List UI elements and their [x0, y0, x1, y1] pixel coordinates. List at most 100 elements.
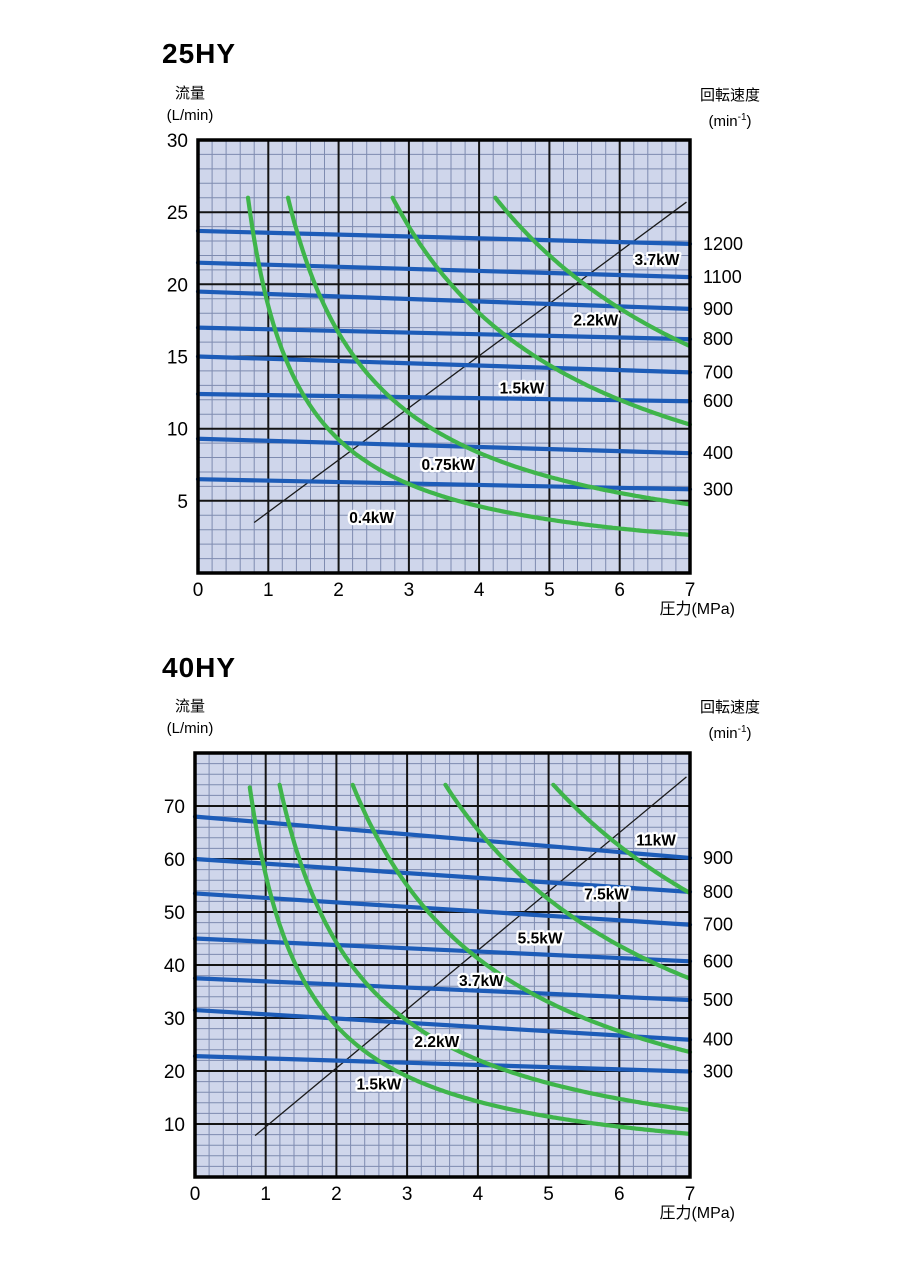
- y-tick-label-30: 30: [164, 1009, 185, 1030]
- flow-line-1100: [195, 260, 693, 280]
- power-label-0.75kW: 0.75kW: [422, 457, 476, 474]
- x-tick-label-0: 0: [190, 1184, 201, 1205]
- flow-line-800: [192, 856, 693, 894]
- right-axis-value-800: 800: [703, 329, 733, 349]
- flow-line-300: [192, 1054, 693, 1074]
- x-tick-label-6: 6: [614, 1184, 625, 1205]
- right-axis-value-400: 400: [703, 1030, 733, 1050]
- right-axis-title: 回転速度 (min-1): [680, 697, 780, 745]
- y-tick-label-25: 25: [167, 203, 188, 224]
- right-axis-title-line1: 回転速度: [699, 699, 760, 716]
- power-label-3.7kW: 3.7kW: [459, 973, 504, 990]
- y-axis-title-line2: (L/min): [166, 107, 214, 124]
- right-axis-value-400: 400: [703, 443, 733, 463]
- y-tick-label-20: 20: [164, 1062, 185, 1083]
- flow-line-900: [192, 814, 693, 861]
- power-label-2.2kW: 2.2kW: [573, 312, 618, 329]
- diagonal-line: [253, 201, 687, 524]
- power-curve-3.7kW: [350, 782, 693, 1055]
- major-grid: [195, 753, 690, 1177]
- plot-frame: [193, 751, 692, 1179]
- x-tick-label-5: 5: [544, 580, 555, 601]
- right-axis-value-300: 300: [703, 479, 733, 499]
- power-curve-2.2kW: [277, 782, 692, 1112]
- power-label-11kW: 11kW: [636, 832, 676, 849]
- x-tick-label-0: 0: [193, 580, 204, 601]
- right-axis-unit-open: (min: [708, 113, 738, 130]
- y-tick-label-15: 15: [167, 348, 188, 369]
- right-axis-value-600: 600: [703, 391, 733, 411]
- x-tick-label-3: 3: [402, 1184, 413, 1205]
- chart-title-40hy: 40HY: [162, 652, 237, 683]
- flow-line-500: [192, 976, 693, 1003]
- power-label-1.5kW: 1.5kW: [500, 380, 545, 397]
- right-axis-title-line2: (min-1): [680, 719, 780, 745]
- x-tick-label-4: 4: [473, 1184, 484, 1205]
- right-axis-title-line2: (min-1): [680, 107, 780, 133]
- plot-frame: [196, 138, 692, 575]
- y-tick-label-5: 5: [177, 492, 188, 513]
- power-curve-0.75kW: [285, 195, 691, 507]
- y-axis-title: 流量 (L/min): [146, 696, 234, 740]
- flow-line-300: [195, 477, 693, 492]
- right-axis-title-line1: 回転速度: [699, 87, 760, 104]
- right-axis-title: 回転速度 (min-1): [680, 85, 780, 133]
- right-axis-value-800: 800: [703, 882, 733, 902]
- y-axis-title-line1: 流量: [174, 698, 205, 715]
- flow-line-600: [192, 936, 693, 964]
- x-tick-label-7: 7: [685, 1184, 696, 1205]
- right-axis-value-600: 600: [703, 951, 733, 971]
- flow-line-400: [192, 1007, 693, 1042]
- y-tick-label-10: 10: [164, 1115, 185, 1136]
- power-label-0.4kW: 0.4kW: [349, 510, 394, 527]
- y-axis-title-line2: (L/min): [166, 720, 214, 737]
- power-curve-1.5kW: [390, 195, 692, 427]
- right-axis-unit-close: ): [746, 113, 752, 130]
- flow-line-700: [192, 891, 693, 927]
- y-tick-label-40: 40: [164, 956, 185, 977]
- right-axis-value-900: 900: [703, 848, 733, 868]
- flow-line-800: [195, 325, 693, 342]
- power-curve-1.5kW: [247, 785, 692, 1136]
- power-label-2.2kW: 2.2kW: [414, 1034, 459, 1051]
- right-axis-value-500: 500: [703, 990, 733, 1010]
- y-axis-title-line1: 流量: [174, 85, 205, 102]
- x-tick-label-2: 2: [333, 580, 344, 601]
- power-label-5.5kW: 5.5kW: [518, 931, 563, 948]
- y-tick-label-20: 20: [167, 275, 188, 296]
- diagonal-line: [254, 776, 687, 1137]
- x-tick-label-1: 1: [260, 1184, 271, 1205]
- chart-section-25hy: 5 10 15 20 25 30 0 1 2 3 4 5 6 7 1200 1100 900 800 700 600 4…: [162, 38, 780, 618]
- x-axis-title: 圧力(MPa): [659, 1205, 735, 1222]
- flow-line-600: [195, 391, 693, 404]
- x-tick-label-3: 3: [404, 580, 415, 601]
- y-tick-label-60: 60: [164, 850, 185, 871]
- x-tick-label-7: 7: [685, 580, 696, 601]
- right-axis-value-700: 700: [703, 915, 733, 935]
- right-axis-value-1200: 1200: [703, 234, 743, 254]
- power-label-1.5kW: 1.5kW: [356, 1076, 401, 1093]
- power-curve-0.4kW: [245, 195, 691, 537]
- flow-line-1200: [195, 228, 693, 247]
- y-tick-label-50: 50: [164, 903, 185, 924]
- y-tick-label-70: 70: [164, 797, 185, 818]
- x-tick-label-1: 1: [263, 580, 274, 601]
- x-axis-title: 圧力(MPa): [659, 601, 735, 618]
- right-axis-unit-sup: -1: [737, 112, 747, 123]
- right-axis-unit-sup: -1: [737, 724, 747, 735]
- chart-section-40hy: 10 20 30 40 50 60 70 0 1 2 3 4 5 6 7 900 800 700 600 500 400…: [0, 640, 900, 1274]
- right-axis-unit-close: ): [746, 725, 752, 742]
- flow-line-900: [195, 289, 693, 311]
- y-tick-label-30: 30: [167, 131, 188, 152]
- x-tick-label-2: 2: [331, 1184, 342, 1205]
- y-tick-label-10: 10: [167, 420, 188, 441]
- right-axis-value-300: 300: [703, 1062, 733, 1082]
- power-curve-5.5kW: [443, 782, 692, 981]
- power-label-3.7kW: 3.7kW: [635, 252, 680, 269]
- right-axis-value-700: 700: [703, 362, 733, 382]
- flow-line-700: [195, 354, 693, 375]
- x-tick-label-4: 4: [474, 580, 485, 601]
